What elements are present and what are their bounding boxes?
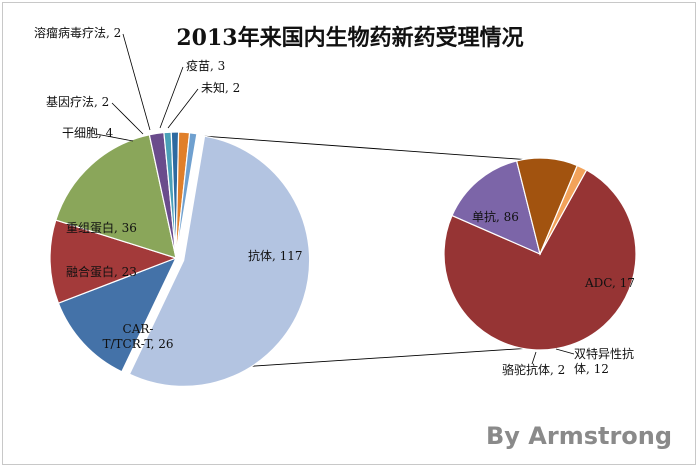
main-slice-2 [49,219,178,304]
main-label-8: 未知, 2 [201,81,240,95]
sub-leader-2 [555,348,575,355]
main-pie [49,131,311,388]
main-leader-7 [159,66,184,129]
main-slice-1 [57,256,178,373]
sub-label-3: 骆驼抗体, 2 [502,362,565,377]
sub-pie-labels: 单抗, 86 ADC, 17 双特异性抗体, 12 骆驼抗体, 2 [472,209,635,377]
main-pie-labels: 抗体, 117 CAR-T/TCR-T, 26 融合蛋白, 23 重组蛋白, 36 干细… [34,25,303,351]
connector-line-0 [204,135,524,160]
main-slice-3 [55,134,177,259]
sub-pie [443,157,637,351]
main-label-7: 疫苗, 3 [186,58,225,73]
main-label-4: 干细胞, 4 [62,126,114,140]
main-leader-8 [167,88,199,129]
sub-slice-1 [451,160,541,256]
sub-slice-0 [443,169,637,351]
sub-slice-3 [539,164,588,255]
main-leader-4 [95,133,134,142]
main-label-0: 抗体, 117 [248,248,303,263]
main-label-2: 融合蛋白, 23 [66,264,137,279]
chart-border [2,2,696,465]
sub-label-0: 单抗, 86 [472,209,519,224]
main-label-3: 重组蛋白, 36 [66,220,137,235]
main-label-1: CAR-T/TCR-T, 26 [102,322,173,351]
main-label-6: 溶瘤病毒疗法, 2 [34,25,121,40]
main-slice-8 [175,132,198,259]
main-leader-6 [122,33,151,131]
main-leader-5 [111,102,144,135]
sub-label-1: ADC, 17 [584,276,635,290]
watermark-text: By Armstrong [486,422,673,450]
main-label-5: 基因疗法, 2 [46,95,109,109]
chart-title: 2013年来国内生物药新药受理情况 [176,25,524,51]
sub-label-2: 双特异性抗体, 12 [574,346,634,376]
sub-leader-3 [531,351,537,365]
main-slice-0 [128,135,311,388]
